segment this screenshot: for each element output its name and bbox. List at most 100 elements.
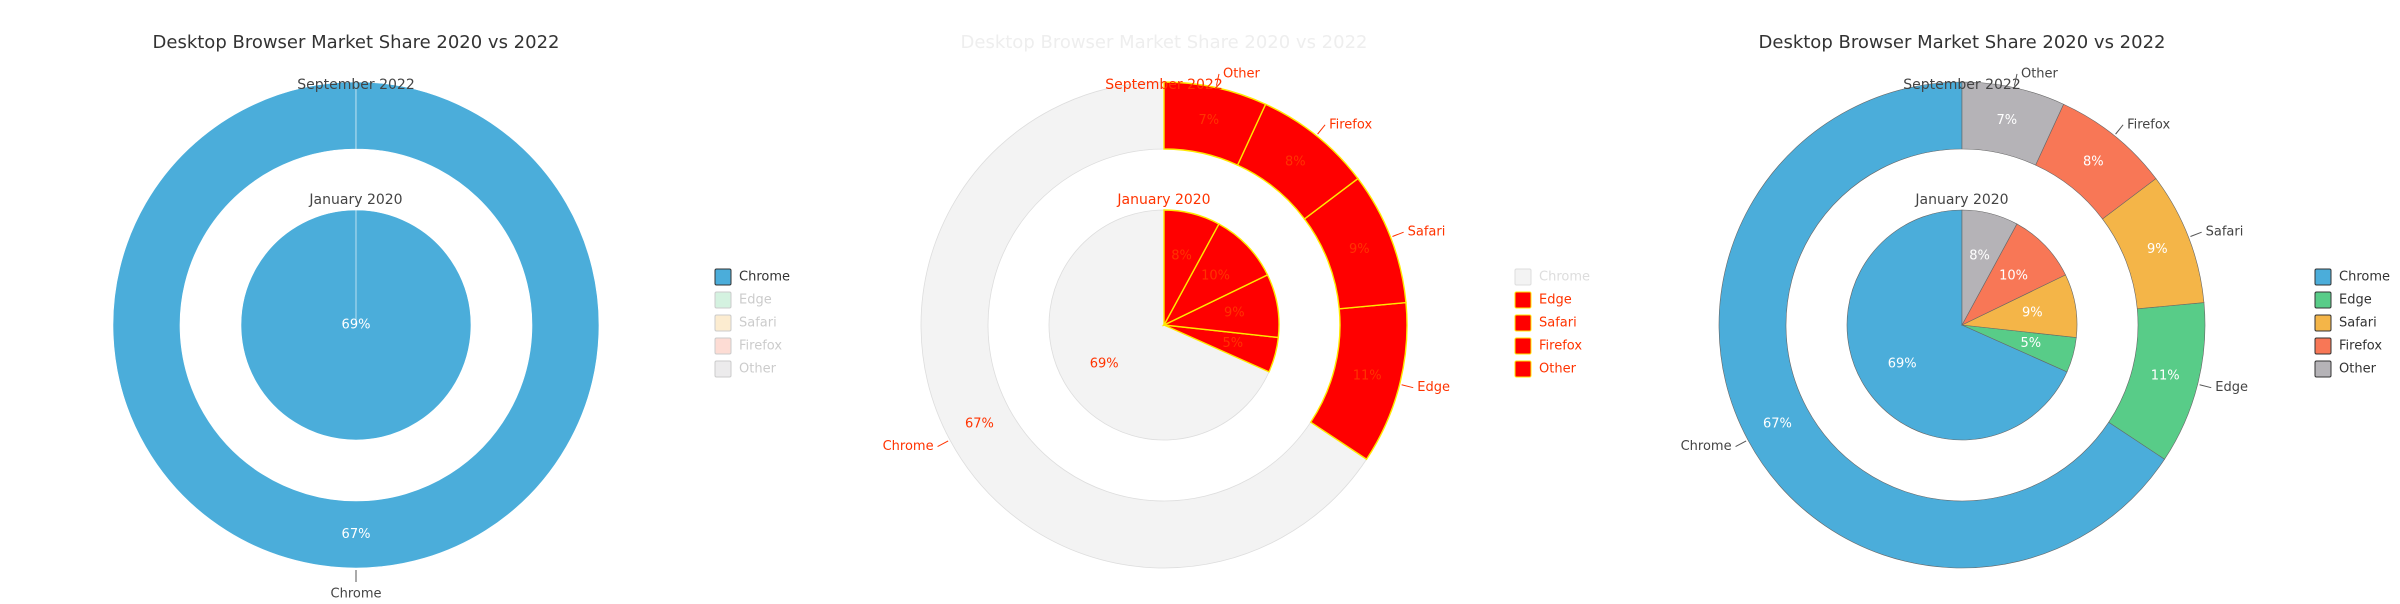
- category-label-other: Other: [1223, 66, 1261, 81]
- outer-data-label-chrome: 67%: [342, 527, 371, 542]
- outer-slice-other[interactable]: [1961, 81, 2064, 166]
- callout-line-firefox: [2115, 124, 2124, 135]
- inner-data-label-edge: 5%: [1223, 336, 1244, 351]
- outer-data-label-other: 7%: [1997, 113, 2018, 128]
- inner-slice-chrome[interactable]: [240, 209, 472, 441]
- legend-item-firefox[interactable]: Firefox: [714, 337, 782, 355]
- legend-item-chrome[interactable]: Chrome: [714, 268, 790, 286]
- legend-label-firefox: Firefox: [2339, 339, 2382, 354]
- inner-slice-other[interactable]: [1961, 209, 2018, 326]
- legend-swatch-safari: [1514, 314, 1532, 332]
- inner-data-label-safari: 9%: [1224, 305, 1245, 320]
- legend-label-chrome: Chrome: [1539, 270, 1590, 285]
- outer-slice-firefox[interactable]: [2035, 103, 2157, 220]
- inner-ring-label: January 2020: [1116, 192, 1210, 208]
- legend-swatch-firefox: [714, 337, 732, 355]
- legend-label-edge: Edge: [739, 293, 772, 308]
- outer-data-label-safari: 9%: [2147, 242, 2168, 257]
- category-label-safari: Safari: [1408, 225, 1446, 240]
- legend-item-other[interactable]: Other: [714, 360, 777, 378]
- inner-data-label-safari: 9%: [2022, 305, 2043, 320]
- legend-label-other: Other: [739, 362, 777, 377]
- outer-slice-chrome[interactable]: [920, 81, 1368, 569]
- category-label-firefox: Firefox: [2127, 117, 2170, 132]
- category-label-safari: Safari: [2206, 225, 2244, 240]
- legend-swatch-other: [1514, 360, 1532, 378]
- inner-data-label-edge: 5%: [2021, 336, 2042, 351]
- callout-line-firefox: [1317, 124, 1326, 135]
- inner-ring-label: January 2020: [308, 192, 402, 208]
- legend-item-firefox[interactable]: Firefox: [2314, 337, 2382, 355]
- outer-slice-edge[interactable]: [2108, 302, 2206, 460]
- category-label-chrome: Chrome: [883, 439, 934, 454]
- outer-slice-chrome[interactable]: [112, 81, 600, 569]
- legend-label-firefox: Firefox: [1539, 339, 1582, 354]
- legend-item-edge[interactable]: Edge: [714, 291, 772, 309]
- outer-data-label-firefox: 8%: [2083, 154, 2104, 169]
- outer-ring-label: September 2022: [1105, 77, 1222, 93]
- callout-line-edge: [1401, 384, 1414, 389]
- outer-ring-label: September 2022: [1903, 77, 2020, 93]
- callout-line-other: [2013, 73, 2018, 86]
- outer-data-label-firefox: 8%: [1285, 154, 1306, 169]
- outer-slice-safari[interactable]: [2102, 178, 2205, 310]
- callout-line-other: [1215, 73, 1220, 86]
- outer-data-label-other: 7%: [1199, 113, 1220, 128]
- inner-slice-chrome[interactable]: [1048, 209, 1270, 441]
- chart-title: Desktop Browser Market Share 2020 vs 202…: [153, 32, 560, 53]
- legend-swatch-edge: [1514, 291, 1532, 309]
- outer-slice-firefox[interactable]: [1236, 103, 1359, 220]
- legend-item-other[interactable]: Other: [2314, 360, 2377, 378]
- legend-item-chrome[interactable]: Chrome: [1514, 268, 1590, 286]
- inner-data-label-firefox: 10%: [1201, 268, 1230, 283]
- outer-data-label-chrome: 67%: [965, 417, 994, 432]
- legend-label-edge: Edge: [2339, 293, 2372, 308]
- legend-label-edge: Edge: [1539, 293, 1572, 308]
- legend-swatch-other: [714, 360, 732, 378]
- chart-title: Desktop Browser Market Share 2020 vs 202…: [961, 32, 1368, 53]
- outer-data-label-edge: 11%: [2151, 369, 2180, 384]
- outer-slice-safari[interactable]: [1303, 177, 1407, 310]
- outer-data-label-edge: 11%: [1353, 369, 1382, 384]
- inner-slice-other[interactable]: [1163, 209, 1220, 326]
- legend-label-firefox: Firefox: [739, 339, 782, 354]
- inner-slice-firefox[interactable]: [1162, 223, 1269, 327]
- legend-item-firefox[interactable]: Firefox: [1514, 337, 1582, 355]
- legend-label-other: Other: [1539, 362, 1577, 377]
- callout-line-safari: [1392, 231, 1404, 237]
- inner-ring-label: January 2020: [1914, 192, 2008, 208]
- category-label-edge: Edge: [1417, 380, 1450, 395]
- inner-slice-chrome[interactable]: [1846, 209, 2068, 441]
- inner-data-label-firefox: 10%: [1999, 268, 2028, 283]
- legend-item-edge[interactable]: Edge: [2314, 291, 2372, 309]
- legend-item-chrome[interactable]: Chrome: [2314, 268, 2390, 286]
- callout-line-edge: [2199, 384, 2212, 389]
- category-label-firefox: Firefox: [1329, 117, 1372, 132]
- legend-item-safari[interactable]: Safari: [714, 314, 777, 332]
- chart-title: Desktop Browser Market Share 2020 vs 202…: [1759, 32, 2166, 53]
- legend-item-other[interactable]: Other: [1514, 360, 1577, 378]
- legend-label-chrome: Chrome: [739, 270, 790, 285]
- legend-label-other: Other: [2339, 362, 2377, 377]
- inner-data-label-chrome: 69%: [1888, 356, 1917, 371]
- outer-slice-chrome[interactable]: [1718, 81, 2165, 569]
- chart-panel-1: Desktop Browser Market Share 2020 vs 202…: [112, 32, 790, 602]
- legend-swatch-other: [2314, 360, 2332, 378]
- outer-slice-other[interactable]: [1163, 81, 1267, 167]
- legend-swatch-chrome: [714, 268, 732, 286]
- inner-data-label-chrome: 69%: [342, 318, 371, 333]
- legend-item-safari[interactable]: Safari: [2314, 314, 2377, 332]
- outer-ring-label: September 2022: [297, 77, 414, 93]
- legend-swatch-safari: [2314, 314, 2332, 332]
- legend-swatch-firefox: [1514, 337, 1532, 355]
- inner-slice-firefox[interactable]: [1961, 223, 2066, 326]
- callout-line-chrome: [1735, 440, 1747, 448]
- legend-item-edge[interactable]: Edge: [1514, 291, 1572, 309]
- legend-swatch-chrome: [2314, 268, 2332, 286]
- inner-data-label-other: 8%: [1171, 248, 1192, 263]
- category-label-edge: Edge: [2215, 380, 2248, 395]
- legend-swatch-firefox: [2314, 337, 2332, 355]
- legend-item-safari[interactable]: Safari: [1514, 314, 1577, 332]
- outer-slice-edge[interactable]: [1309, 301, 1408, 461]
